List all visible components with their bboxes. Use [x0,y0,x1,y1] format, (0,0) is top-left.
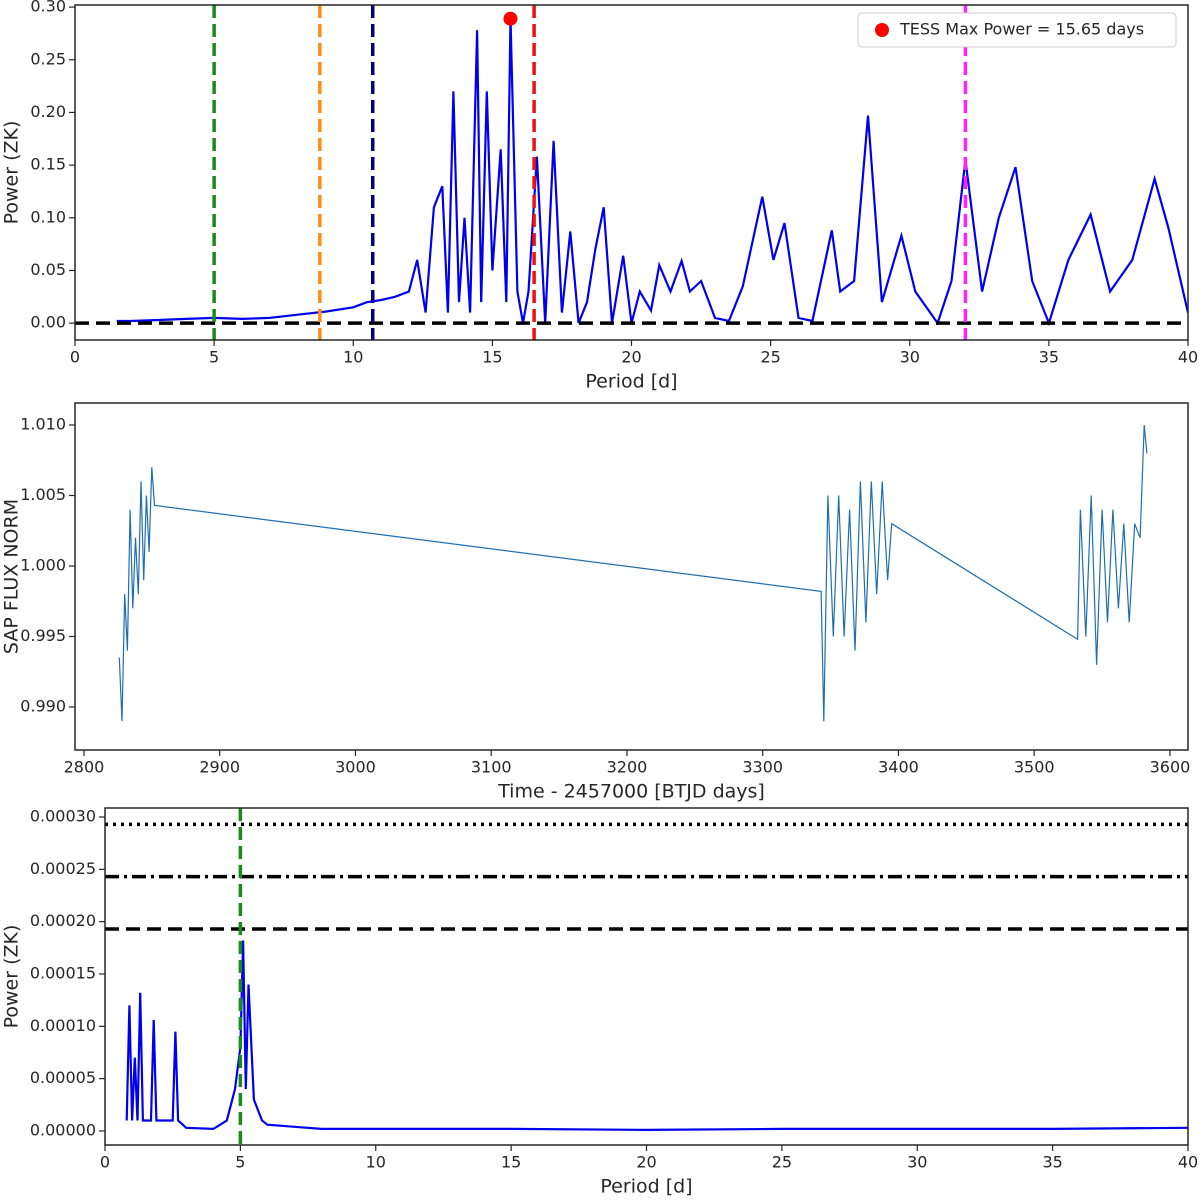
y-tick-label: 0.25 [30,49,66,68]
x-tick-label: 25 [772,1153,792,1172]
y-tick-label: 1.005 [20,485,66,504]
y-tick-label: 0.05 [30,260,66,279]
x-tick-label: 3100 [471,758,512,777]
x-tick-label: 3600 [1150,758,1191,777]
x-tick-label: 15 [482,348,502,367]
y-tick-label: 0.00030 [30,807,96,826]
y-tick-label: 0.00010 [30,1016,96,1035]
y-tick-label: 0.00 [30,313,66,332]
y-tick-label: 1.000 [20,555,66,574]
y-tick-label: 1.010 [20,414,66,433]
y-tick-label: 0.00000 [30,1120,96,1139]
x-tick-label: 40 [1178,348,1198,367]
y-tick-label: 0.30 [30,0,66,16]
y-tick-label: 0.15 [30,155,66,174]
x-tick-label: 15 [501,1153,521,1172]
x-tick-label: 3500 [1014,758,1055,777]
series-line [125,940,1188,1132]
x-tick-label: 3400 [878,758,919,777]
y-axis-label: Power (ZK) [1,121,23,225]
x-tick-label: 3300 [742,758,783,777]
legend-marker [875,23,889,37]
series-line [116,18,1188,327]
x-axis-label: Period [d] [585,371,677,393]
x-tick-label: 35 [1039,348,1059,367]
x-tick-label: 35 [1042,1153,1062,1172]
series-line [118,424,1148,722]
x-tick-label: 10 [343,348,363,367]
y-axis-label: Power (ZK) [1,925,23,1029]
y-tick-label: 0.00005 [30,1068,96,1087]
x-tick-label: 10 [366,1153,386,1172]
y-tick-label: 0.00015 [30,963,96,982]
plot-frame [104,807,1189,1146]
x-tick-label: 30 [900,348,920,367]
max-marker [503,11,518,26]
x-tick-label: 20 [636,1153,656,1172]
x-axis-label: Time - 2457000 [BTJD days] [497,781,765,803]
x-axis-label: Period [d] [600,1176,692,1198]
x-tick-label: 40 [1178,1153,1198,1172]
x-tick-label: 5 [209,348,219,367]
x-tick-label: 2900 [199,758,240,777]
x-tick-label: 2800 [64,758,105,777]
legend-box [857,12,1177,48]
x-tick-label: 0 [70,348,80,367]
plot-frame [74,4,1189,341]
y-axis-label: SAP FLUX NORM [1,499,23,654]
x-tick-label: 20 [621,348,641,367]
plot-frame [74,402,1189,751]
x-tick-label: 5 [235,1153,245,1172]
y-tick-label: 0.990 [20,696,66,715]
legend-label: TESS Max Power = 15.65 days [899,20,1144,39]
y-tick-label: 0.00020 [30,911,96,930]
x-tick-label: 25 [760,348,780,367]
y-tick-label: 0.10 [30,207,66,226]
x-tick-label: 30 [907,1153,927,1172]
y-tick-label: 0.995 [20,626,66,645]
y-tick-label: 0.20 [30,102,66,121]
x-tick-label: 3000 [335,758,376,777]
y-tick-label: 0.00025 [30,859,96,878]
x-tick-label: 3200 [607,758,648,777]
x-tick-label: 0 [100,1153,110,1172]
